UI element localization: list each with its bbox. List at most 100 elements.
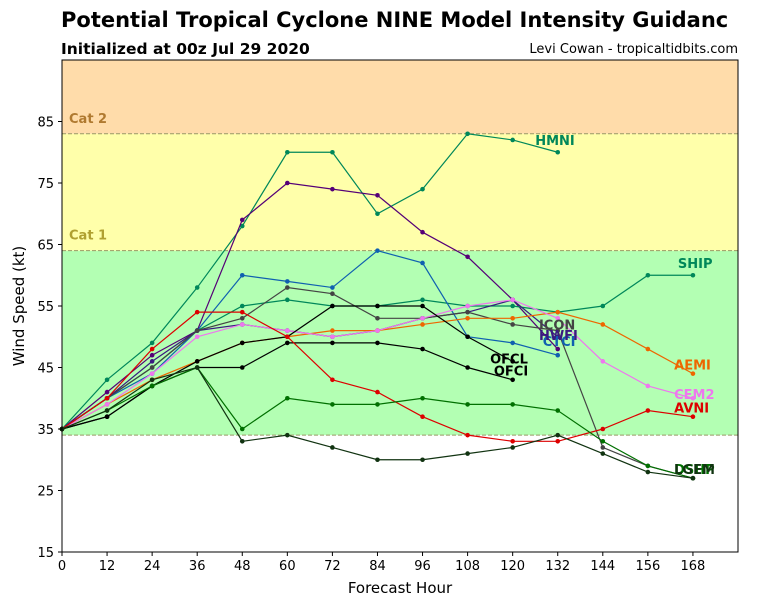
y-tick-label: 35 — [37, 423, 54, 438]
data-point — [600, 451, 606, 456]
data-point — [375, 328, 380, 333]
data-point — [600, 303, 606, 309]
data-point — [375, 457, 380, 463]
data-point — [465, 316, 470, 321]
data-point — [239, 316, 245, 321]
data-point — [510, 297, 515, 303]
data-point — [690, 371, 696, 376]
data-point — [600, 359, 606, 364]
data-point — [330, 328, 335, 333]
chart-credit: Levi Cowan - tropicaltidbits.com — [529, 42, 738, 57]
data-point — [555, 328, 561, 333]
data-point — [330, 285, 335, 290]
data-point — [194, 328, 200, 333]
data-point — [330, 149, 335, 155]
data-point — [285, 180, 290, 186]
data-point — [420, 186, 425, 192]
data-point — [330, 186, 335, 192]
x-tick-label: 84 — [369, 559, 386, 574]
band-2 — [62, 133, 738, 251]
series-label: OFCI — [494, 365, 528, 380]
data-point — [510, 402, 515, 407]
band-3 — [62, 60, 738, 134]
data-point — [375, 340, 380, 346]
data-point — [375, 316, 380, 321]
data-point — [420, 260, 425, 266]
y-tick-label: 55 — [37, 300, 54, 315]
data-point — [375, 193, 380, 198]
data-point — [600, 439, 606, 444]
data-point — [285, 395, 290, 401]
x-tick-label: 72 — [324, 559, 341, 574]
data-point — [104, 408, 110, 413]
data-point — [194, 365, 200, 370]
data-point — [510, 340, 515, 346]
data-point — [239, 303, 245, 309]
data-point — [555, 352, 561, 358]
data-point — [285, 432, 290, 438]
series-label: HWFI — [539, 329, 578, 344]
data-point — [285, 297, 290, 303]
data-point — [510, 445, 515, 450]
data-point — [510, 359, 515, 364]
band-label: Cat 1 — [69, 229, 107, 244]
data-point — [420, 457, 425, 463]
series-label: AEMI — [674, 358, 711, 373]
data-point — [420, 316, 425, 321]
data-point — [330, 377, 335, 383]
data-point — [149, 371, 155, 376]
data-point — [104, 402, 110, 407]
y-tick-label: 25 — [37, 485, 54, 500]
data-point — [149, 377, 155, 383]
data-point — [690, 395, 696, 401]
series-line-HMNI — [61, 133, 558, 430]
data-point — [645, 463, 651, 469]
y-tick-label: 65 — [37, 239, 54, 254]
data-point — [690, 272, 696, 278]
data-point — [555, 439, 561, 444]
y-tick-label: 15 — [37, 546, 54, 561]
data-point — [510, 322, 515, 327]
chart-subtitle: Initialized at 00z Jul 29 2020 — [61, 40, 310, 58]
series-label: SHIP — [678, 257, 713, 272]
data-point — [600, 426, 606, 432]
data-point — [690, 475, 696, 481]
data-point — [420, 297, 425, 303]
data-point — [510, 377, 515, 383]
data-point — [465, 254, 470, 260]
data-point — [239, 340, 245, 346]
data-point — [239, 426, 245, 432]
band-label: Cat 2 — [69, 112, 107, 127]
data-point — [420, 395, 425, 401]
data-point — [285, 340, 290, 346]
band-0 — [62, 435, 738, 552]
x-tick-label: 60 — [279, 559, 296, 574]
data-point — [555, 334, 561, 340]
data-point — [510, 439, 515, 444]
x-tick-label: 156 — [635, 559, 660, 574]
x-tick-label: 120 — [500, 559, 525, 574]
y-axis-title: Wind Speed (kt) — [10, 246, 28, 367]
data-point — [510, 303, 515, 309]
data-point — [149, 346, 155, 352]
series-label: AVNI — [674, 401, 709, 416]
series-line-CTCI — [61, 249, 558, 430]
data-point — [330, 334, 335, 340]
data-point — [194, 309, 200, 315]
data-point — [465, 402, 470, 407]
x-tick-label: 36 — [189, 559, 206, 574]
data-point — [375, 402, 380, 407]
data-point — [330, 303, 335, 309]
data-point — [645, 272, 651, 278]
data-point — [104, 389, 110, 395]
chart-title: Potential Tropical Cyclone NINE Model In… — [61, 8, 729, 32]
data-point — [465, 303, 470, 309]
data-point — [420, 322, 425, 327]
data-point — [375, 248, 380, 253]
data-point — [420, 414, 425, 420]
series-label: DSHP — [674, 463, 715, 478]
data-point — [194, 359, 200, 364]
data-point — [330, 340, 335, 346]
data-point — [375, 389, 380, 395]
